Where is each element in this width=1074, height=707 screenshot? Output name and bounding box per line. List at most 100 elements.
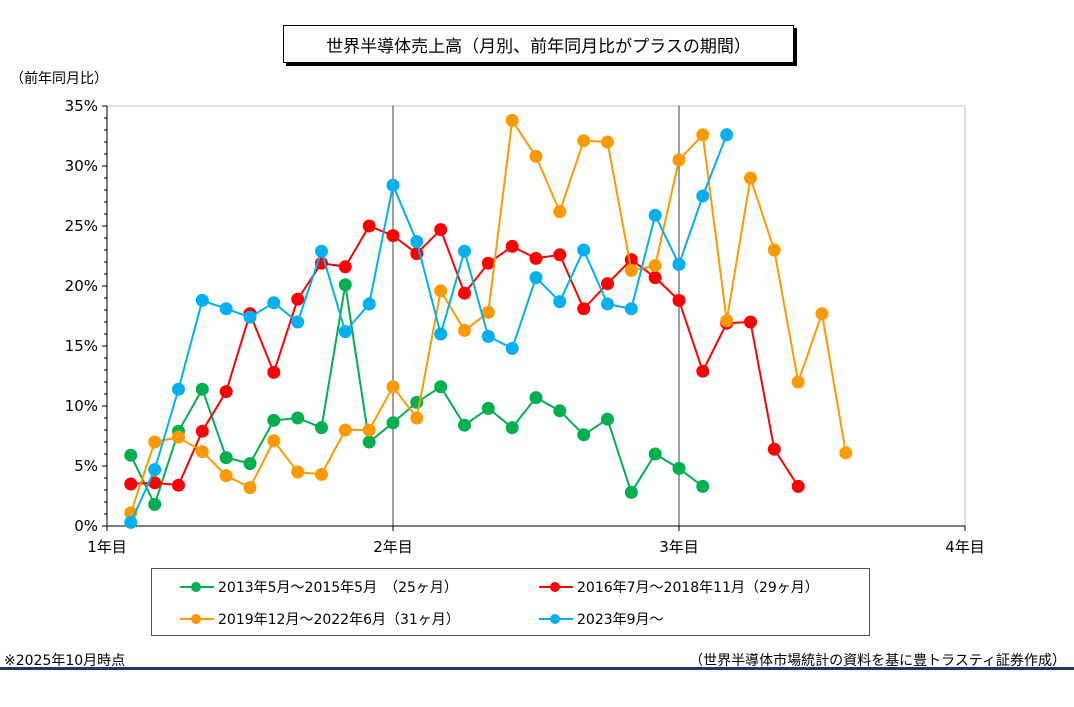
data-point (291, 411, 305, 425)
legend-item-2023: 2023年9月～ (539, 609, 664, 629)
y-tick-label: 15% (65, 337, 98, 355)
legend-label: 2023年9月～ (577, 612, 664, 628)
data-point (291, 315, 305, 329)
legend-label: 2019年12月～2022年6月（31ヶ月） (218, 612, 460, 628)
y-tick-label: 35% (65, 97, 98, 115)
grid-layer (106, 105, 966, 527)
data-point (243, 457, 257, 471)
x-tick-label: 3年目 (659, 538, 699, 556)
data-point (315, 244, 328, 258)
data-point (362, 297, 376, 311)
legend-swatch-red (539, 582, 573, 592)
data-point (601, 412, 614, 426)
data-point (362, 423, 376, 437)
legend-item-2013: 2013年5月～2015年5月 （25ヶ月） (180, 577, 458, 597)
series-layer (124, 113, 853, 529)
axis-layer: 0% 5% 10% 15% 20% 25% 30% 35% 1年目 2年目 3年目 4年目 (65, 97, 985, 556)
data-point (338, 423, 352, 437)
data-point (172, 382, 185, 396)
data-point (267, 365, 281, 379)
data-point (458, 244, 471, 258)
data-point (553, 404, 567, 418)
data-point (291, 292, 305, 306)
data-point (410, 235, 424, 249)
data-point (481, 256, 495, 270)
data-point (791, 375, 805, 389)
series-line (129, 283, 704, 506)
data-point (601, 297, 614, 311)
legend-swatch-blue (539, 614, 573, 624)
data-point (458, 418, 471, 432)
data-point (767, 243, 781, 257)
data-point (696, 189, 710, 203)
data-point (624, 263, 638, 277)
data-point (672, 293, 686, 307)
data-point (219, 469, 233, 483)
y-tick-label: 5% (74, 457, 98, 475)
data-point (124, 515, 138, 529)
data-point (434, 327, 448, 341)
data-point (267, 434, 281, 448)
data-point (243, 310, 257, 324)
data-point (338, 260, 352, 274)
data-point (505, 421, 519, 435)
data-point (434, 380, 448, 394)
data-point (744, 315, 757, 329)
data-point (577, 243, 591, 257)
legend-swatch-orange (180, 614, 214, 624)
data-point (720, 128, 734, 142)
y-axis-label: （前年同月比） (10, 71, 108, 87)
data-point (219, 451, 233, 465)
data-point (386, 229, 400, 243)
y-tick-label: 30% (65, 157, 98, 175)
y-tick-label: 25% (65, 217, 98, 235)
data-point (815, 307, 829, 321)
x-tick-label: 2年目 (373, 538, 413, 556)
data-point (195, 293, 209, 307)
data-point (386, 380, 400, 394)
data-point (648, 447, 662, 461)
data-point (315, 467, 328, 481)
data-point (624, 302, 638, 316)
bottom-rule (0, 667, 1074, 670)
y-tick-label: 10% (65, 397, 98, 415)
y-tick-label: 20% (65, 277, 98, 295)
data-point (577, 134, 591, 148)
data-point (386, 416, 400, 430)
data-point (386, 178, 400, 192)
chart-title: 世界半導体売上高（月別、前年同月比がプラスの期間） (283, 25, 794, 63)
data-point (696, 364, 710, 378)
series-2 (124, 113, 853, 520)
legend-label: 2013年5月～2015年5月 （25ヶ月） (218, 580, 458, 596)
series-0 (124, 278, 710, 511)
data-point (529, 251, 543, 265)
data-point (720, 314, 734, 328)
data-point (672, 257, 686, 271)
data-point (267, 413, 281, 427)
x-tick-label: 4年目 (945, 538, 985, 556)
data-point (458, 286, 471, 300)
data-point (362, 219, 376, 233)
source-note: （世界半導体市場統計の資料を基に豊トラスティ証券作成） (689, 653, 1066, 669)
x-tick-label: 1年目 (87, 538, 127, 556)
legend: 2013年5月～2015年5月 （25ヶ月） 2016年7月～2018年11月（… (151, 568, 870, 636)
data-point (338, 325, 352, 339)
data-point (172, 478, 185, 492)
data-point (410, 411, 424, 425)
data-point (481, 329, 495, 343)
data-point (767, 442, 781, 456)
data-point (243, 481, 257, 495)
legend-item-2019: 2019年12月～2022年6月（31ヶ月） (180, 609, 460, 629)
data-point (744, 171, 757, 185)
data-point (553, 205, 567, 219)
data-point (529, 271, 543, 285)
data-point (458, 323, 471, 337)
data-point (267, 296, 281, 310)
data-point (577, 428, 591, 442)
data-point (195, 424, 209, 438)
data-point (219, 385, 233, 399)
data-point (124, 448, 138, 462)
footnote-date: ※2025年10月時点 (4, 653, 126, 669)
data-point (648, 259, 662, 273)
series-1 (124, 219, 805, 493)
